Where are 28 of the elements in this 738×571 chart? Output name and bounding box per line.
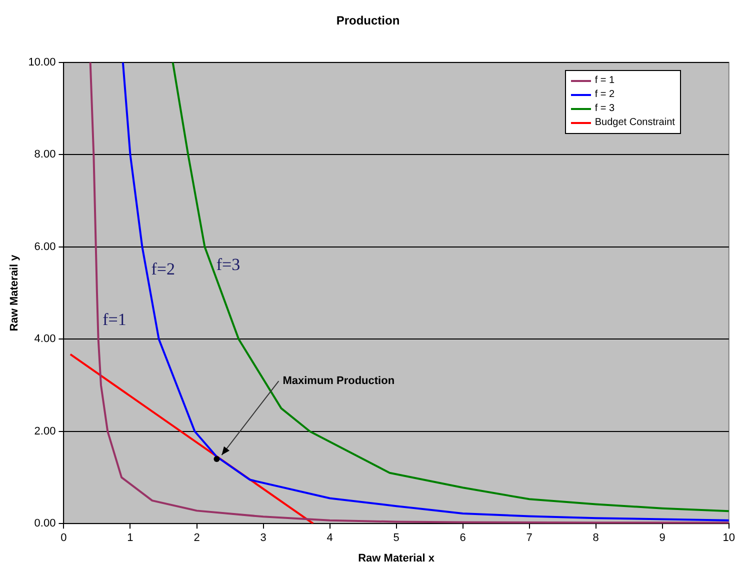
annotation: f=3	[216, 254, 240, 274]
y-tick-label: 2.00	[34, 425, 56, 438]
legend-label: f = 3	[594, 102, 615, 116]
y-tick-label: 6.00	[34, 240, 56, 253]
annotation: Maximum Production	[282, 375, 395, 388]
x-axis-title: Raw Material x	[358, 552, 436, 564]
x-tick-label: 9	[659, 532, 666, 544]
y-tick-label: 8.00	[34, 148, 56, 161]
x-tick-label: 8	[592, 532, 599, 544]
x-tick-label: 1	[127, 532, 134, 544]
y-tick-label: 4.00	[34, 333, 56, 346]
x-tick-label: 7	[526, 532, 532, 544]
legend-label: f = 1	[594, 74, 615, 88]
x-tick-label: 3	[260, 532, 266, 544]
y-tick-label: 0.00	[34, 518, 56, 530]
y-axis-title: Raw Materail y	[8, 254, 21, 332]
x-tick-label: 10	[722, 532, 736, 544]
x-tick-label: 0	[60, 532, 67, 544]
x-tick-label: 4	[326, 532, 333, 544]
x-tick-label: 2	[194, 532, 200, 544]
y-tick-label: 10.00	[28, 56, 56, 68]
x-tick-label: 6	[460, 532, 466, 544]
annotation: f=1	[102, 310, 126, 330]
x-tick-label: 5	[393, 532, 400, 544]
annotation: f=2	[151, 259, 175, 278]
chart-title: Production	[336, 14, 400, 28]
legend-label: f = 2	[594, 88, 615, 102]
legend-label: Budget Constraint	[594, 116, 675, 130]
